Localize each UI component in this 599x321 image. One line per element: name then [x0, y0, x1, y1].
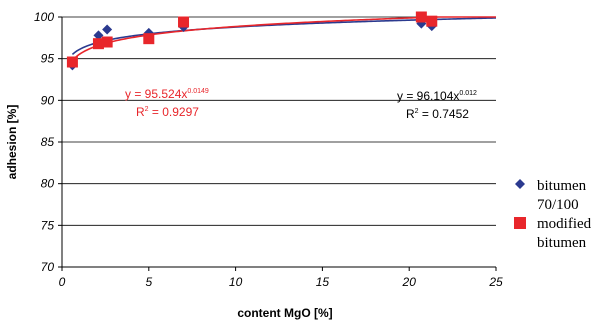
- x-tick-label: 0: [59, 275, 66, 289]
- y-axis-title: adhesion [%]: [5, 105, 19, 180]
- y-tick-label: 80: [41, 177, 55, 191]
- trend-equation-exponent: 0.012: [459, 90, 477, 97]
- y-tick-label: 75: [41, 218, 55, 232]
- data-point-modified-bitumen: [415, 11, 427, 23]
- legend-marker-bitumen-70-100: [515, 179, 525, 189]
- legend-label-modified-bitumen: modified: [537, 216, 592, 232]
- data-point-modified-bitumen: [143, 33, 155, 45]
- r2-superscript: 2: [415, 108, 419, 115]
- y-tick-label: 100: [34, 10, 54, 24]
- x-tick-label: 15: [316, 275, 330, 289]
- y-tick-label: 70: [41, 260, 55, 274]
- trend-equation-exponent: 0.0149: [187, 88, 209, 95]
- data-point-modified-bitumen: [426, 15, 438, 27]
- y-tick-label: 85: [41, 135, 55, 149]
- data-point-modified-bitumen: [92, 38, 104, 50]
- data-point-modified-bitumen: [101, 36, 113, 48]
- legend-label-bitumen-70-100: 70/100: [537, 197, 579, 213]
- r2-label: R: [136, 105, 145, 119]
- x-tick-label: 5: [145, 275, 152, 289]
- r2-value: = 0.7452: [419, 107, 470, 121]
- axes: 70 75 80 85 90 95 100 0 5 10 15 20 25 content MgO [%]…: [5, 10, 503, 320]
- data-point-modified-bitumen: [178, 16, 190, 28]
- trend-equation-base: y = 96.104x: [397, 89, 459, 103]
- legend-label-bitumen-70-100: bitumen: [537, 178, 587, 194]
- r2-superscript: 2: [145, 106, 149, 113]
- x-tick-label: 25: [488, 275, 503, 289]
- trend-r2-modified-bitumen: R2 = 0.9297: [136, 105, 199, 119]
- data-point-modified-bitumen: [66, 56, 78, 68]
- r2-value: = 0.9297: [149, 105, 200, 119]
- trend-equation-modified-bitumen: y = 95.524x0.0149: [125, 87, 209, 101]
- y-tick-label: 90: [41, 93, 55, 107]
- legend-marker-modified-bitumen: [514, 217, 526, 229]
- data-point-bitumen-70-100: [93, 30, 104, 41]
- legend-label-modified-bitumen: bitumen: [537, 235, 587, 251]
- data-points: [66, 11, 438, 71]
- trend-equation-bitumen-70-100: y = 96.104x0.012: [397, 89, 477, 103]
- r2-label: R: [406, 107, 415, 121]
- data-point-bitumen-70-100: [102, 24, 113, 35]
- x-tick-label: 10: [229, 275, 243, 289]
- y-tick-label: 95: [41, 52, 55, 66]
- trend-r2-bitumen-70-100: R2 = 0.7452: [406, 107, 469, 121]
- x-tick-label: 20: [402, 275, 417, 289]
- trend-equation-base: y = 95.524x: [125, 87, 187, 101]
- x-axis-title: content MgO [%]: [237, 306, 332, 320]
